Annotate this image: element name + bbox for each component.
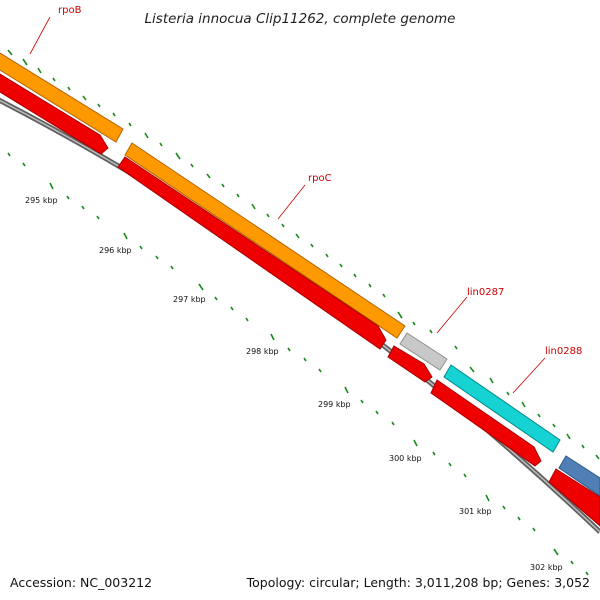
gene-ring [0, 52, 600, 497]
tick-label-298kbp: 298 kbp [246, 347, 279, 356]
cds-arrow-rpoB[interactable] [0, 73, 109, 155]
gc-ticks-lower [7, 152, 589, 576]
gene-rpoB[interactable] [0, 52, 124, 143]
tick-label-301kbp: 301 kbp [459, 507, 492, 516]
accession-label: Accession: NC_003212 [10, 575, 153, 590]
genome-backbone [0, 97, 600, 534]
gene-label-leaders [29, 16, 546, 394]
gene-lin0288[interactable] [443, 364, 561, 453]
tick-label-296kbp: 296 kbp [99, 246, 132, 255]
cds-arrow-rpoC[interactable] [117, 156, 387, 350]
gene-lin0287[interactable] [399, 332, 448, 371]
cds-arrow-lin0287[interactable] [387, 345, 433, 383]
tick-label-295kbp: 295 kbp [25, 196, 58, 205]
topology-label: Topology: circular; Length: 3,011,208 bp… [246, 575, 590, 590]
cds-ring [0, 73, 600, 527]
tick-label-297kbp: 297 kbp [173, 295, 206, 304]
gc-ticks-upper [7, 49, 600, 460]
gene-label-lin0288: lin0288 [545, 346, 582, 357]
genome-backbone-highlight [0, 99, 600, 533]
gene-next[interactable] [558, 455, 600, 497]
gene-label-rpoB: rpoB [58, 5, 82, 16]
cds-arrow-lin0288[interactable] [430, 379, 542, 467]
cds-arrow-next[interactable] [548, 468, 600, 527]
gene-label-rpoC: rpoC [308, 173, 332, 184]
tick-label-302kbp: 302 kbp [530, 563, 563, 572]
gene-label-lin0287: lin0287 [467, 287, 504, 298]
tick-label-300kbp: 300 kbp [389, 454, 422, 463]
gene-rpoC[interactable] [124, 142, 406, 339]
tick-label-299kbp: 299 kbp [318, 400, 351, 409]
map-title: Listeria innocua Clip11262, complete gen… [145, 11, 456, 27]
